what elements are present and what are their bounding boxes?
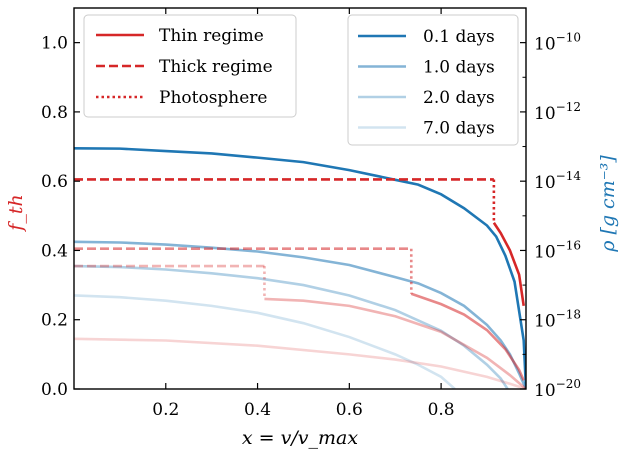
y-left-tick-label: 0.8 [41,103,68,123]
y-right-tick-label: 10−12 [534,100,581,124]
y-right-axis-label: ρ [g cm⁻³] [597,155,619,253]
density-line-0 [74,146,526,389]
legend-label-time: 7.0 days [423,119,495,139]
x-tick-label: 0.2 [152,400,179,420]
y-right-tick-label: 10−16 [534,238,581,262]
plot-area [74,146,526,389]
y-right-tick-label: 10−18 [534,308,581,332]
legend-label-time: 0.1 days [423,27,495,47]
density-line-1 [74,240,526,389]
thin-regime-line-1 [410,292,525,381]
x-tick-label: 0.8 [428,400,455,420]
legend-label-time: 1.0 days [423,58,495,78]
legends: Thin regime Thick regime Photosphere 0.1 da… [83,14,519,146]
legend-label-regime: Photosphere [159,88,268,108]
y-left-tick-label: 0.0 [41,380,68,400]
x-tick-label: 0.6 [336,400,363,420]
y-left-tick-label: 0.2 [41,311,68,331]
thin-regime-line-0 [492,222,525,307]
series-group [74,146,526,389]
y-left-tick-label: 0.6 [41,172,68,192]
thin-regime-line-3 [74,337,526,389]
y-left-tick-label: 1.0 [41,34,68,54]
density-line-2 [74,264,509,389]
axes: 0.2 0.4 0.6 0.8 0.0 0.2 0.4 0.6 0.8 1.0 10−20 10−18… [5,7,619,449]
plot-frame [73,7,527,390]
legend-box-regimes [83,14,297,118]
y-left-tick-label: 0.4 [41,241,68,261]
y-left-axis-label: f_th [5,194,27,232]
density-line-3 [74,294,456,389]
legend-label-regime: Thin regime [159,26,264,46]
x-tick-label: 0.4 [244,400,271,420]
y-right-tick-label: 10−20 [534,377,581,401]
y-right-tick-label: 10−10 [534,31,581,55]
legend-label-regime: Thick regime [159,57,273,77]
y-right-tick-label: 10−14 [534,169,581,193]
legend-label-time: 2.0 days [423,88,495,108]
legend-box-times [347,14,519,146]
thin-regime-line-2 [264,297,526,389]
x-axis-label: x = v/v_max [242,427,358,449]
